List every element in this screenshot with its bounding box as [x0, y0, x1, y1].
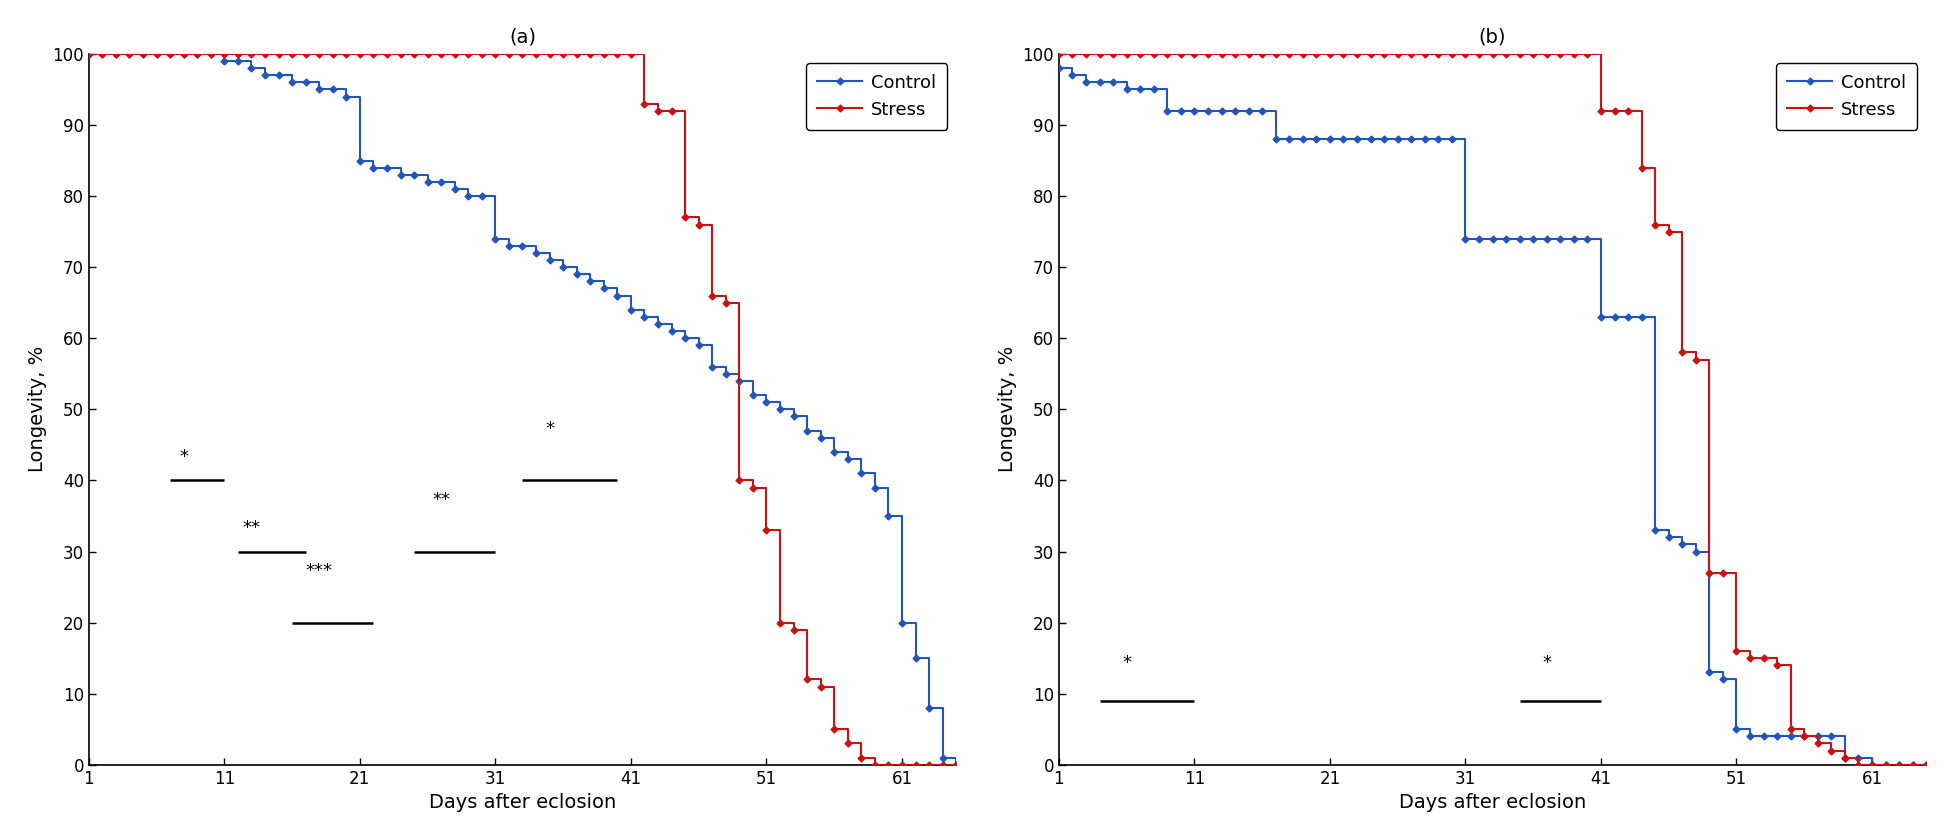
Stress: [1915, 759, 1938, 769]
Text: *: *: [180, 449, 188, 466]
Stress: [823, 724, 846, 734]
Control: [1888, 759, 1911, 769]
Stress: [944, 759, 967, 769]
Text: ***: ***: [305, 562, 332, 580]
Stress: [1495, 49, 1518, 59]
Title: (a): (a): [508, 28, 535, 47]
Legend: Control, Stress: Control, Stress: [1776, 63, 1917, 129]
Stress: [1847, 759, 1870, 769]
Line: Stress: Stress: [86, 51, 959, 767]
Text: *: *: [545, 420, 555, 438]
Stress: [1792, 732, 1815, 742]
Control: [916, 703, 940, 713]
Control: [279, 77, 303, 87]
Text: **: **: [242, 519, 260, 538]
Text: *: *: [1122, 654, 1131, 672]
Control: [1792, 732, 1815, 742]
Stress: [524, 49, 547, 59]
Y-axis label: Longevity, %: Longevity, %: [27, 346, 47, 472]
Stress: [1413, 49, 1436, 59]
Stress: [1047, 49, 1071, 59]
Stress: [1305, 49, 1329, 59]
Control: [524, 248, 547, 258]
Line: Control: Control: [86, 51, 959, 767]
Legend: Control, Stress: Control, Stress: [807, 63, 948, 129]
Control: [76, 49, 100, 59]
Line: Stress: Stress: [1057, 51, 1929, 767]
Control: [1413, 134, 1436, 144]
Control: [334, 92, 358, 102]
Control: [444, 184, 467, 194]
Stress: [334, 49, 358, 59]
Stress: [864, 759, 887, 769]
Title: (b): (b): [1479, 28, 1507, 47]
Stress: [1251, 49, 1274, 59]
Control: [1047, 63, 1071, 73]
Stress: [1888, 759, 1911, 769]
Stress: [916, 759, 940, 769]
Control: [1305, 134, 1329, 144]
Control: [944, 759, 967, 769]
Y-axis label: Longevity, %: Longevity, %: [998, 346, 1016, 472]
X-axis label: Days after eclosion: Days after eclosion: [1399, 793, 1587, 812]
Control: [1915, 759, 1938, 769]
Control: [1251, 106, 1274, 116]
Line: Control: Control: [1057, 66, 1929, 767]
Text: *: *: [1542, 654, 1551, 672]
Stress: [76, 49, 100, 59]
Control: [1860, 759, 1884, 769]
Text: **: **: [432, 491, 449, 509]
Stress: [279, 49, 303, 59]
X-axis label: Days after eclosion: Days after eclosion: [428, 793, 616, 812]
Stress: [444, 49, 467, 59]
Control: [1495, 234, 1518, 244]
Control: [823, 447, 846, 457]
